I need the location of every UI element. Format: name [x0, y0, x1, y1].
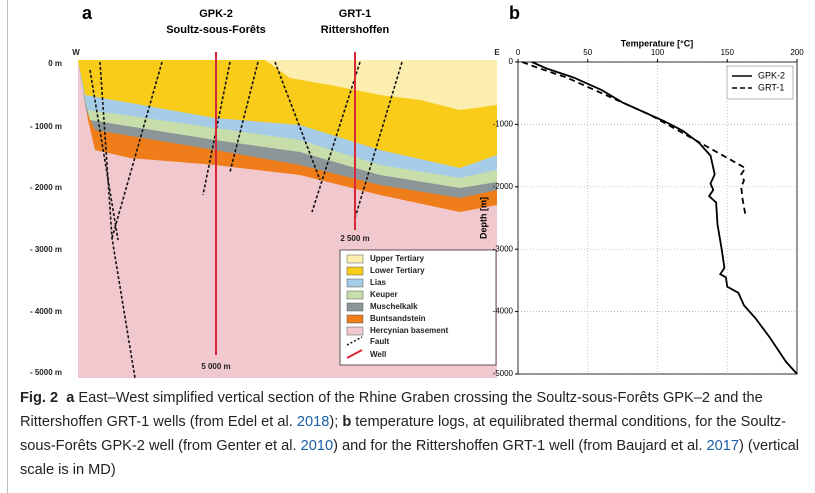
- caption-text: East–West simplified vertical section of…: [20, 390, 763, 430]
- well-name: GPK-2: [199, 8, 233, 20]
- swatch: [346, 278, 364, 288]
- y-axis-label: Depth [m]: [478, 197, 488, 239]
- series-line: [521, 61, 747, 216]
- swatch: [346, 314, 364, 324]
- caption-text: temperature logs, at equilibrated therma…: [20, 414, 787, 454]
- depth-label: - 1000 m: [30, 122, 62, 131]
- reference-link[interactable]: 2010: [300, 438, 334, 454]
- depth-label: - 2000 m: [30, 183, 62, 192]
- well-depth: 2 500 m: [340, 234, 369, 243]
- depth-label: - 3000 m: [30, 245, 62, 254]
- x-tick-label: 100: [651, 48, 665, 57]
- well-site: Rittershoffen: [321, 24, 390, 36]
- legend-label: Upper Tertiary: [370, 254, 425, 263]
- caption-text: ) and for the Rittershoffen GRT-1 well (…: [333, 438, 703, 454]
- x-tick-label: 50: [583, 48, 592, 57]
- legend-label: Buntsandstein: [370, 314, 426, 323]
- reference-link[interactable]: 2018: [296, 414, 330, 430]
- legend-label: GRT-1: [758, 82, 784, 92]
- upper-tertiary: [265, 60, 497, 110]
- west-label: W: [72, 48, 80, 57]
- legend-label: Lias: [370, 278, 387, 287]
- well-depth: 5 000 m: [201, 362, 230, 371]
- legend-label: Well: [370, 350, 386, 359]
- legend-box: [339, 249, 497, 366]
- fault: [311, 61, 361, 213]
- y-tick-label: -5000: [493, 369, 514, 378]
- margin-line: [7, 0, 8, 493]
- swatch: [346, 266, 364, 276]
- caption-text: a: [66, 390, 75, 406]
- legend-label: Fault: [370, 337, 389, 346]
- well-name: GRT-1: [339, 8, 371, 20]
- caption: Fig. 2 a East–West simplified vertical s…: [20, 386, 808, 482]
- y-tick-label: -4000: [493, 307, 514, 316]
- y-tick-label: -1000: [493, 120, 514, 129]
- caption-text: ) (vertical scale is in MD): [20, 438, 799, 478]
- x-tick-label: 150: [721, 48, 735, 57]
- caption-label: Fig. 2: [20, 390, 59, 406]
- legend-label: Lower Tertiary: [370, 266, 425, 275]
- fault: [89, 69, 119, 241]
- reference-link[interactable]: 2017: [706, 438, 739, 454]
- x-tick-label: 0: [516, 48, 521, 57]
- caption-text: b: [342, 414, 352, 430]
- legend-label: Keuper: [370, 290, 398, 299]
- legend-box: [726, 65, 794, 100]
- fault: [229, 61, 259, 173]
- legend-label: Muschelkalk: [370, 302, 418, 311]
- depth-label: 0 m: [48, 59, 62, 68]
- temperature-plot: 0 50 100 150 200 0 -1000 -2000 -3000 -4000 -5000 GP…: [493, 48, 805, 378]
- swatch: [346, 290, 364, 300]
- depth-label: - 4000 m: [30, 307, 62, 316]
- depth-label: - 5000 m: [30, 368, 62, 377]
- fault: [354, 61, 403, 219]
- swatch: [346, 254, 364, 264]
- east-label: E: [494, 48, 500, 57]
- caption-text: );: [329, 414, 339, 430]
- series-line: [531, 61, 798, 375]
- legend-label: Hercynian basement: [370, 326, 449, 335]
- panel-label: b: [509, 3, 520, 23]
- fault: [274, 61, 321, 181]
- fault: [111, 61, 163, 239]
- cross-section: a GPK-2 Soultz-sous-Forêts GRT-1 Ritters…: [30, 3, 500, 379]
- y-tick-label: 0: [509, 57, 514, 66]
- y-tick-label: -3000: [493, 244, 514, 253]
- plot-frame: [517, 61, 798, 375]
- panel-label: a: [82, 3, 93, 23]
- x-tick-label: 200: [790, 48, 804, 57]
- swatch: [346, 336, 363, 346]
- legend-label: GPK-2: [758, 70, 785, 80]
- well-site: Soultz-sous-Forêts: [166, 24, 266, 36]
- figure: a GPK-2 Soultz-sous-Forêts GRT-1 Ritters…: [30, 3, 805, 379]
- y-tick-label: -2000: [493, 182, 514, 191]
- swatch: [346, 326, 364, 336]
- x-axis-label: Temperature [°C]: [621, 38, 693, 48]
- legend: Upper Tertiary Lower Tertiary Lias Keupe…: [339, 249, 497, 366]
- swatch: [346, 349, 363, 359]
- swatch: [346, 302, 364, 312]
